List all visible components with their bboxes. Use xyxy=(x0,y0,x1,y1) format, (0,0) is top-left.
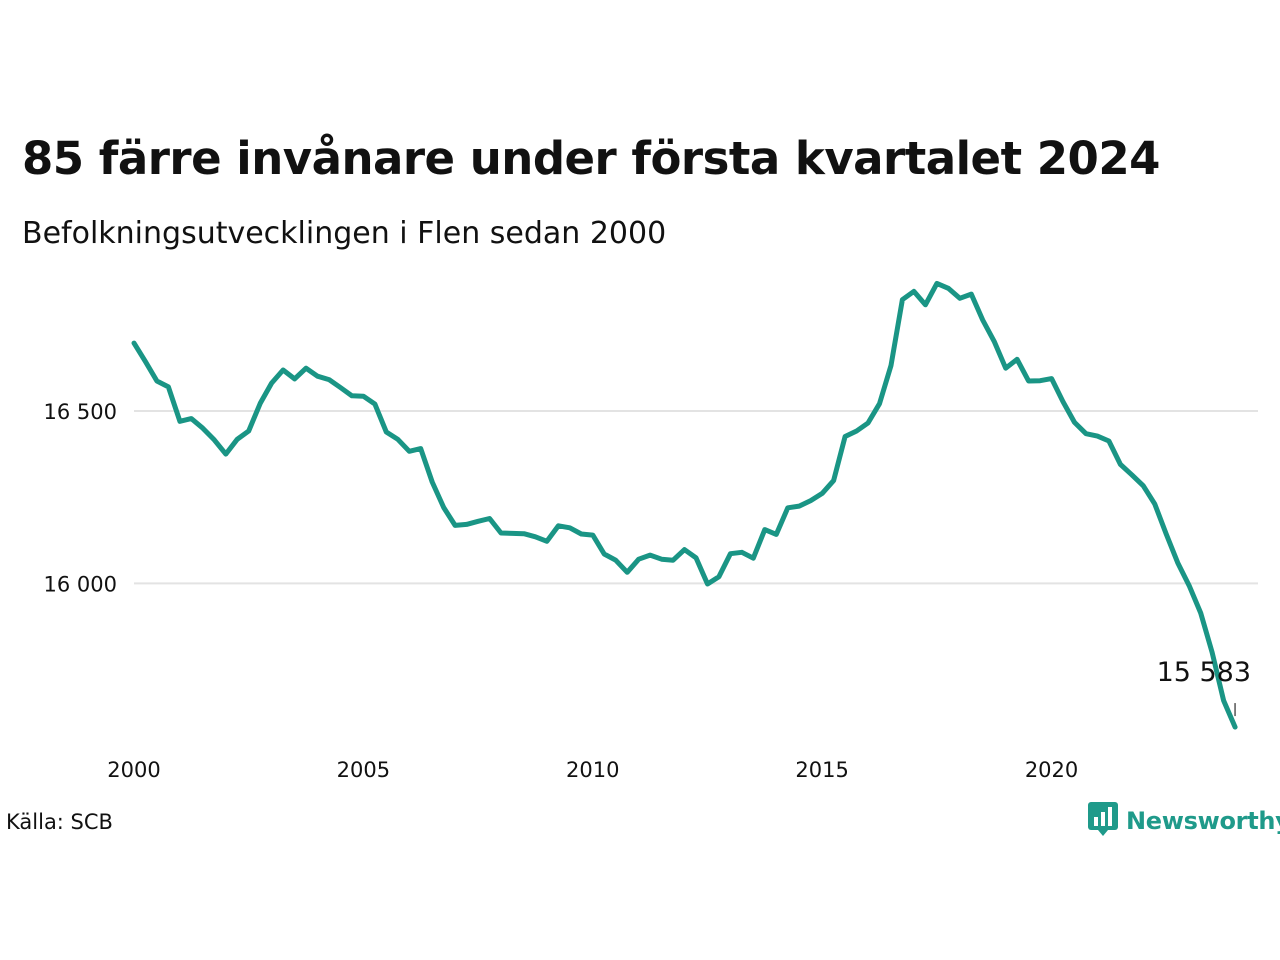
series-line xyxy=(131,280,1238,730)
newsworthy-logo-icon xyxy=(1088,802,1118,840)
chart-subtitle: Befolkningsutvecklingen i Flen sedan 200… xyxy=(22,216,667,251)
source-note: Källa: SCB xyxy=(6,810,113,834)
y-tick-label: 16 000 xyxy=(44,572,117,596)
chart-title: 85 färre invånare under första kvartalet… xyxy=(22,132,1161,185)
x-tick-label: 2000 xyxy=(107,758,160,782)
series-layer xyxy=(131,280,1238,730)
brand-name: Newsworthy xyxy=(1126,807,1280,835)
x-tick-label: 2015 xyxy=(795,758,848,782)
end-value-label: 15 583 xyxy=(1157,657,1251,688)
y-axis-ticks: 16 000 16 500 xyxy=(44,400,117,596)
x-tick-label: 2020 xyxy=(1025,758,1078,782)
x-tick-label: 2010 xyxy=(566,758,619,782)
annotation-layer: 15 583 xyxy=(1157,657,1251,717)
brand-logo[interactable]: Newsworthy xyxy=(1088,802,1280,840)
x-axis-ticks: 2000 2005 2010 2015 2020 xyxy=(107,758,1078,782)
x-tick-label: 2005 xyxy=(337,758,390,782)
y-tick-label: 16 500 xyxy=(44,400,117,424)
